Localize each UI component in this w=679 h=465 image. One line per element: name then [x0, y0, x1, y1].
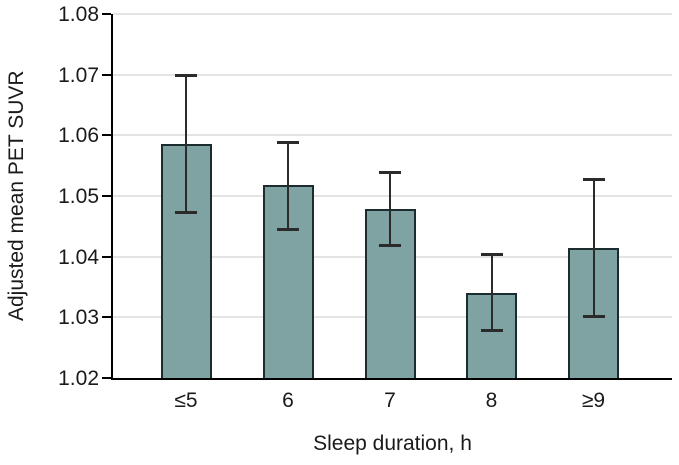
y-axis-tick-label: 1.02 [58, 367, 99, 390]
y-axis-tick-label: 1.04 [58, 245, 99, 269]
x-axis-title: Sleep duration, h [313, 432, 472, 455]
y-axis-tick-label: 1.06 [58, 124, 99, 148]
error-bar-stem [490, 254, 493, 331]
y-axis-tick-label: 1.07 [58, 63, 99, 87]
x-axis-tick-label: ≤5 [174, 389, 198, 412]
y-axis-tick [102, 377, 111, 379]
y-axis-tick [102, 195, 111, 197]
gridline [113, 195, 672, 197]
error-bar-cap-bottom [582, 314, 605, 318]
error-bar-cap-bottom [277, 227, 299, 231]
error-bar-stem [592, 179, 595, 317]
error-bar-cap-top [582, 177, 605, 181]
error-bar-cap-top [277, 140, 299, 144]
y-axis-tick-label: 1.03 [58, 306, 99, 330]
y-axis-tick-label: 1.08 [58, 3, 99, 26]
error-bar-cap-top [480, 253, 503, 257]
x-axis-tick-label: 8 [485, 389, 498, 412]
error-bar-cap-bottom [175, 210, 197, 214]
x-axis-tick-label: ≥9 [581, 389, 606, 412]
error-bar-cap-top [175, 73, 197, 77]
error-bar-cap-bottom [480, 329, 503, 333]
y-axis-tick [102, 255, 111, 258]
y-axis-tick [102, 316, 111, 319]
error-bar-stem [185, 75, 187, 213]
error-bar-cap-bottom [379, 244, 401, 248]
y-axis-title: Adjusted mean PET SUVR [5, 70, 28, 322]
y-axis-tick [102, 73, 111, 76]
y-axis-line [111, 14, 113, 380]
gridline [113, 13, 672, 15]
error-bar-stem [287, 142, 289, 230]
gridline [113, 73, 672, 76]
gridline [113, 134, 672, 137]
x-axis-tick-label: 6 [282, 389, 294, 412]
y-axis-tick-label: 1.05 [58, 185, 99, 208]
x-axis-tick-label: 7 [384, 389, 396, 412]
plot-area [113, 13, 672, 378]
error-bar-stem [389, 172, 391, 246]
error-bar-cap-top [379, 171, 401, 175]
y-axis-tick [102, 134, 111, 137]
y-axis-tick [102, 13, 111, 15]
x-axis-line [111, 378, 672, 380]
